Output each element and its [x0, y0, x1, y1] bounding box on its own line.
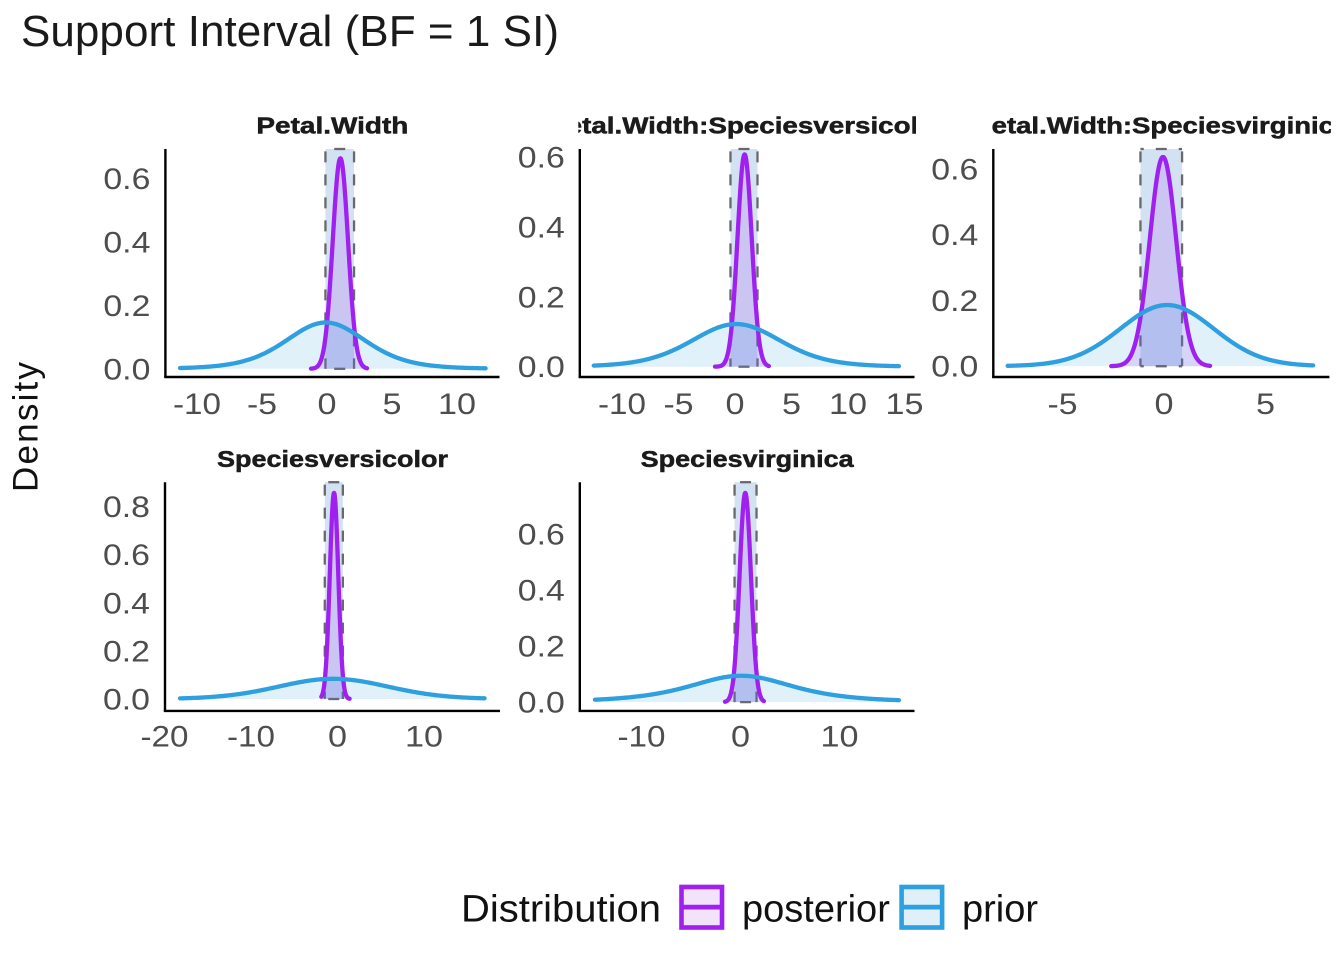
svg-text:0.2: 0.2 — [103, 290, 150, 323]
svg-text:5: 5 — [782, 388, 801, 421]
svg-text:0.0: 0.0 — [103, 684, 150, 717]
svg-text:Support Interval (BF = 1 SI): Support Interval (BF = 1 SI) — [21, 7, 559, 56]
svg-text:0.0: 0.0 — [931, 351, 978, 384]
svg-text:Distribution: Distribution — [461, 889, 661, 931]
svg-text:Petal.Width:Speciesvirginica: Petal.Width:Speciesvirginica — [973, 113, 1344, 139]
svg-text:0.6: 0.6 — [518, 141, 565, 174]
svg-text:0.0: 0.0 — [518, 687, 565, 720]
svg-text:0.6: 0.6 — [518, 518, 565, 551]
svg-text:0: 0 — [328, 721, 347, 754]
svg-text:0.6: 0.6 — [931, 153, 978, 186]
svg-text:-10: -10 — [173, 388, 221, 421]
svg-text:0: 0 — [318, 388, 337, 421]
svg-text:0.4: 0.4 — [103, 227, 150, 260]
svg-text:0: 0 — [726, 388, 745, 421]
svg-text:10: 10 — [405, 721, 443, 754]
svg-text:Density: Density — [7, 362, 46, 493]
svg-text:Speciesversicolor: Speciesversicolor — [217, 446, 448, 472]
svg-text:5: 5 — [383, 388, 402, 421]
svg-text:-5: -5 — [247, 388, 277, 421]
svg-text:15: 15 — [886, 388, 924, 421]
svg-text:-5: -5 — [664, 388, 694, 421]
svg-text:prior: prior — [962, 889, 1038, 931]
svg-text:0.0: 0.0 — [103, 353, 150, 386]
svg-text:0.0: 0.0 — [518, 351, 565, 384]
svg-text:10: 10 — [821, 721, 859, 754]
svg-text:0.4: 0.4 — [931, 219, 978, 252]
svg-text:Petal.Width: Petal.Width — [256, 113, 408, 139]
svg-text:0.6: 0.6 — [103, 163, 150, 196]
svg-text:0: 0 — [1155, 388, 1174, 421]
svg-text:-10: -10 — [618, 721, 666, 754]
svg-text:-20: -20 — [141, 721, 189, 754]
svg-text:5: 5 — [1256, 388, 1275, 421]
svg-text:0.2: 0.2 — [931, 285, 978, 318]
svg-text:0.2: 0.2 — [103, 635, 150, 668]
svg-text:-5: -5 — [1048, 388, 1078, 421]
svg-text:0.8: 0.8 — [103, 491, 150, 524]
svg-text:0.4: 0.4 — [518, 211, 565, 244]
svg-text:0.2: 0.2 — [518, 281, 565, 314]
svg-text:0.4: 0.4 — [103, 587, 150, 620]
svg-text:Petal.Width:Speciesversicolor: Petal.Width:Speciesversicolor — [548, 113, 946, 139]
svg-text:0: 0 — [731, 721, 750, 754]
svg-text:10: 10 — [829, 388, 867, 421]
svg-text:-10: -10 — [227, 721, 275, 754]
svg-text:0.4: 0.4 — [518, 574, 565, 607]
svg-text:Speciesvirginica: Speciesvirginica — [641, 446, 854, 472]
svg-text:posterior: posterior — [742, 889, 890, 931]
svg-text:0.2: 0.2 — [518, 631, 565, 664]
svg-text:10: 10 — [438, 388, 476, 421]
svg-text:0.6: 0.6 — [103, 539, 150, 572]
svg-text:-10: -10 — [598, 388, 646, 421]
